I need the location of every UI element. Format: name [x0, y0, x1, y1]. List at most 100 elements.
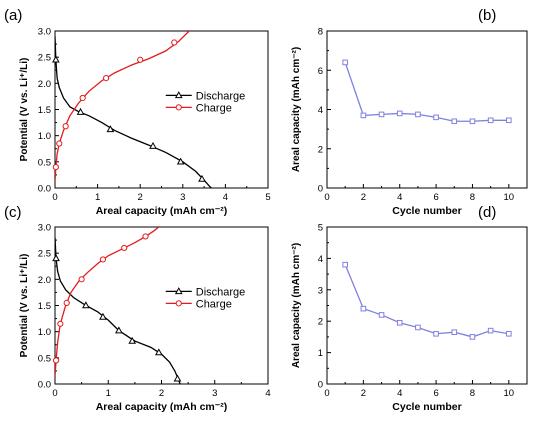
y-tick-label: 1.0 [38, 327, 51, 338]
x-axis-label: Areal capacity (mAh cm⁻²) [96, 401, 228, 413]
data-point [487, 327, 494, 334]
chart-panel-1: (a) 0 1 2 3 4 5 0.0 0.5 1.0 1.5 2.0 2.5 3.0 Areal capa… [4, 7, 271, 217]
series-line-2 [55, 31, 190, 182]
x-tick-label: 0 [52, 388, 57, 399]
y-tick-label: 2 [318, 317, 323, 328]
y-tick-label: 0 [318, 184, 323, 195]
series-line-1 [55, 36, 212, 188]
plot-frame [326, 30, 528, 189]
y-tick-label: 5 [318, 223, 323, 234]
panel-label: (c) [4, 204, 22, 221]
y-axis-label: Potential (V vs. Li⁺/Li) [19, 58, 30, 162]
y-tick-label: 1 [318, 348, 323, 359]
x-tick-label: 6 [433, 388, 438, 399]
y-tick-label: 1.5 [38, 301, 51, 312]
data-point [396, 319, 403, 326]
x-tick-label: 3 [212, 388, 217, 399]
data-point [451, 118, 458, 125]
legend-label: Charge [196, 298, 232, 310]
data-point [62, 123, 69, 130]
y-axis-label: Potential (V vs. Li⁺/Li) [19, 254, 30, 358]
data-point [103, 75, 110, 82]
y-tick-label: 8 [318, 27, 323, 38]
series-line-1 [55, 237, 181, 384]
data-point [342, 261, 348, 268]
y-tick-label: 0 [318, 380, 323, 391]
y-axis-label: Areal capacity (mAh cm⁻²) [291, 47, 302, 172]
x-tick-label: 0 [324, 388, 329, 399]
data-point [52, 357, 60, 364]
legend-marker [175, 104, 182, 111]
y-tick-label: 0.0 [38, 380, 51, 391]
data-point [433, 114, 439, 121]
x-axis-label: Cycle number [392, 401, 461, 413]
data-point [360, 112, 367, 119]
y-tick-label: 0.5 [38, 353, 51, 364]
x-tick-label: 1 [95, 192, 100, 203]
y-tick-label: 2 [318, 144, 323, 155]
data-point [52, 55, 60, 63]
data-point [506, 330, 512, 337]
data-point [433, 330, 439, 337]
data-point [198, 174, 206, 182]
y-tick-label: 0.0 [38, 184, 51, 195]
data-point [415, 324, 421, 331]
x-tick-label: 2 [361, 192, 366, 203]
y-tick-label: 1.0 [38, 131, 51, 142]
data-point [415, 111, 421, 118]
data-point [99, 312, 107, 320]
y-axis-label: Areal capacity (mAh cm⁻²) [291, 243, 302, 368]
y-tick-label: 3.0 [38, 223, 51, 234]
x-tick-label: 4 [265, 388, 270, 399]
legend-marker [174, 91, 183, 99]
y-tick-label: 2.5 [38, 249, 51, 260]
y-tick-label: 4 [318, 105, 323, 116]
data-point [176, 157, 185, 165]
chart-panel-3: (c) 0 1 2 3 4 0.0 0.5 1.0 1.5 2.0 2.5 3.0 Areal capac… [4, 204, 271, 413]
panel-label: (b) [478, 7, 496, 24]
data-point [121, 244, 128, 252]
data-point [57, 320, 64, 327]
x-tick-label: 4 [223, 192, 228, 203]
data-point [451, 329, 458, 335]
data-point [76, 107, 85, 115]
legend-marker [174, 287, 183, 295]
data-point [56, 140, 63, 147]
data-point [115, 326, 123, 334]
legend-marker [175, 300, 182, 307]
chart-panel-4: (d) 0 2 4 6 8 10 0 1 2 3 4 5 Cycle number Areal capaci… [291, 204, 528, 413]
x-tick-label: 10 [504, 192, 515, 203]
x-tick-label: 2 [138, 192, 143, 203]
y-tick-label: 0.5 [38, 157, 51, 168]
x-tick-label: 6 [433, 192, 438, 203]
data-point [128, 336, 137, 344]
x-tick-label: 2 [361, 388, 366, 399]
panel-label: (d) [478, 204, 496, 221]
x-tick-label: 1 [106, 388, 111, 399]
data-point [469, 118, 476, 125]
plot-frame [54, 30, 269, 189]
x-tick-label: 10 [504, 388, 515, 399]
data-point [469, 334, 476, 340]
data-point [142, 233, 149, 240]
x-tick-label: 2 [159, 388, 164, 399]
y-tick-label: 3 [318, 285, 323, 296]
x-tick-label: 8 [470, 388, 475, 399]
x-tick-label: 0 [52, 192, 57, 203]
panel-label: (a) [4, 7, 22, 24]
data-point [342, 59, 348, 66]
data-point [63, 299, 70, 306]
data-point [378, 111, 385, 118]
y-tick-label: 2.0 [38, 275, 51, 286]
data-point [154, 348, 163, 356]
x-axis-label: Areal capacity (mAh cm⁻²) [96, 205, 228, 217]
plot-frame [326, 226, 528, 385]
y-tick-label: 2.5 [38, 53, 51, 64]
data-point [106, 125, 115, 133]
y-tick-label: 1.5 [38, 105, 51, 116]
data-point [82, 301, 90, 309]
legend-label: Discharge [196, 286, 246, 298]
y-tick-label: 6 [318, 66, 323, 77]
data-point [78, 276, 85, 283]
